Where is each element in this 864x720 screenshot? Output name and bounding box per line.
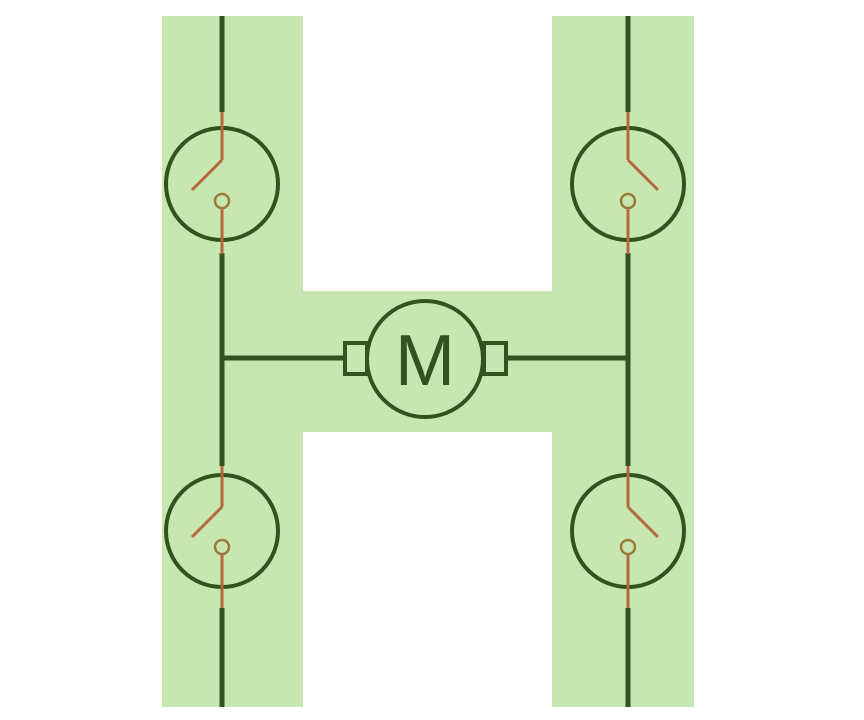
switch-blade	[190, 158, 224, 192]
switch-bottom-right	[570, 466, 686, 608]
motor-label: M	[395, 321, 455, 401]
switch-bottom-left	[164, 466, 280, 608]
h-right-leg	[552, 16, 694, 707]
switch-top-right	[570, 112, 686, 254]
switch-blade	[626, 158, 660, 192]
motor: M	[343, 299, 508, 419]
motor-right-terminal	[482, 341, 508, 376]
motor-body	[365, 299, 485, 419]
switch-top-left	[164, 112, 280, 254]
motor-left-terminal	[343, 341, 369, 376]
switch-blade	[190, 505, 224, 539]
switch-blade	[626, 505, 660, 539]
h-left-leg	[162, 16, 303, 707]
